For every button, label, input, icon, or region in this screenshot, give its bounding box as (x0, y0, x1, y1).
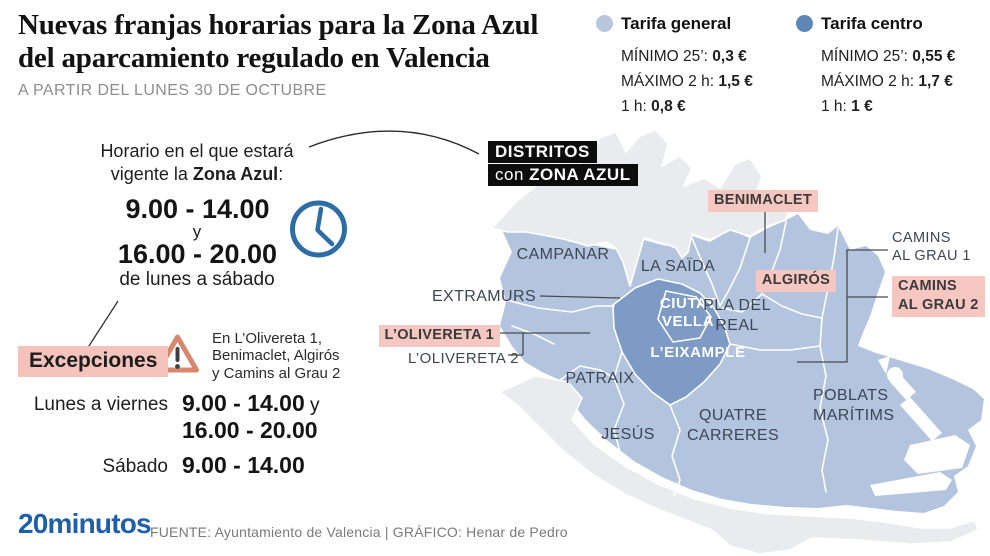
exceptions-row-weekdays-time1: 9.00 - 14.00 y (182, 390, 320, 416)
page-subtitle: A PARTIR DEL LUNES 30 DE OCTUBRE (18, 82, 327, 99)
page-title: Nuevas franjas horarias para la Zona Azu… (18, 9, 578, 75)
leader-extramurs (539, 295, 621, 299)
connector-line-excepciones (86, 300, 119, 350)
district-label-quatre-carreres: QUATRE CARRERES (686, 407, 780, 444)
tarifa-centro-min: MÍNIMO 25’: 0,55 € (821, 48, 956, 65)
district-label-olivereta-2: L’OLIVERETA 2 (408, 350, 519, 367)
district-label-camins-al-grau-2: CAMINS AL GRAU 2 (892, 276, 985, 317)
tarifa-general-dot (596, 15, 613, 32)
tarifa-general-min: MÍNIMO 25’: 0,3 € (621, 48, 747, 65)
schedule-days: de lunes a sábado (119, 269, 275, 290)
map-zone-no-zona-south (499, 375, 979, 555)
map-title: DISTRITOS con ZONA AZUL (488, 141, 638, 187)
publisher-logo: 20minutos (18, 508, 152, 539)
tarifa-general-max: MÁXIMO 2 h: 1,5 € (621, 73, 753, 90)
district-label-la-saida: LA SAÏDA (640, 258, 716, 275)
connector-curve-horario (308, 130, 480, 155)
tarifa-centro-title: Tarifa centro (821, 14, 923, 33)
district-label-algiros: ALGIRÓS (755, 270, 837, 292)
district-label-l-eixample: L’EIXAMPLE (650, 344, 746, 361)
district-label-patraix: PATRAIX (565, 370, 635, 387)
leader-olivereta (500, 332, 590, 356)
exceptions-row-weekdays-time2: 16.00 - 20.00 (182, 417, 318, 443)
tarifa-general-title: Tarifa general (621, 14, 732, 33)
district-label-ciutat-vella: CIUTAT VELLA (659, 295, 717, 331)
map-border-ciutat-vella (657, 290, 712, 343)
district-label-pla-del-real: PLA DEL REAL (703, 297, 771, 334)
tarifa-centro-max: MÁXIMO 2 h: 1,7 € (821, 73, 953, 90)
district-label-campanar: CAMPANAR (516, 246, 610, 263)
leader-camins-al-grau (797, 249, 888, 363)
district-label-extramurs: EXTRAMURS (431, 288, 537, 305)
district-label-olivereta-1: L’OLIVERETA 1 (378, 325, 500, 347)
title-line-2: del aparcamiento regulado en Valencia (18, 42, 490, 75)
exceptions-note: En L’Olivereta 1, Benimaclet, Algirós y … (212, 330, 341, 382)
tarifa-centro-1h: 1 h: 1 € (821, 98, 873, 115)
tarifa-centro-dot (796, 15, 813, 32)
map-title-line-1: DISTRITOS (488, 141, 597, 163)
map-title-line-2: con ZONA AZUL (488, 164, 638, 186)
exceptions-row-saturday-time: 9.00 - 14.00 (182, 452, 305, 478)
schedule-time-morning: 9.00 - 14.00 (125, 194, 270, 224)
tarifa-general-1h: 1 h: 0,8 € (621, 98, 686, 115)
district-label-poblats-maritims: POBLATS MARÍTIMS (813, 387, 895, 424)
source-credit: FUENTE: Ayuntamiento de Valencia | GRÁFI… (150, 524, 568, 540)
district-label-camins-al-grau-1: CAMINS AL GRAU 1 (892, 230, 971, 264)
schedule-conjunction: y (192, 222, 202, 241)
district-label-benimaclet: BENIMACLET (707, 190, 819, 212)
exceptions-title: Excepciones (18, 346, 169, 377)
exceptions-row-saturday-label: Sábado (102, 456, 168, 477)
map-harbor-cutouts (870, 356, 970, 496)
map-zone-tarifa-centro (612, 278, 731, 406)
map-zone-tarifa-general (500, 214, 984, 513)
district-label-jesus: JESÚS (601, 426, 655, 443)
map-leader-lines (500, 212, 888, 363)
schedule-intro: Horario en el que estará vigente la Zona… (100, 141, 294, 184)
clock-icon (290, 200, 347, 258)
schedule-time-afternoon: 16.00 - 20.00 (117, 239, 278, 269)
exceptions-row-weekdays-label: Lunes a viernes (33, 394, 168, 415)
title-line-1: Nuevas franjas horarias para la Zona Azu… (18, 9, 539, 41)
